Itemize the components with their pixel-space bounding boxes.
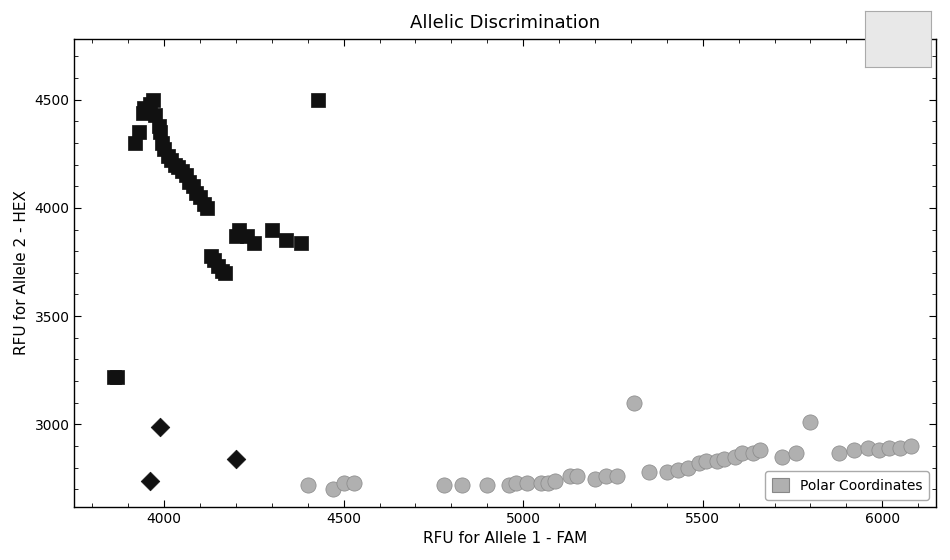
Point	[137, 104, 152, 113]
Point	[893, 444, 908, 452]
Point	[106, 372, 122, 381]
Point	[264, 225, 279, 234]
Point	[454, 480, 469, 489]
Point	[347, 478, 362, 487]
Point	[903, 442, 919, 451]
X-axis label: RFU for Allele 1 - FAM: RFU for Allele 1 - FAM	[423, 531, 587, 546]
Point	[336, 478, 351, 487]
Point	[882, 444, 897, 452]
Point	[153, 128, 168, 137]
Point	[145, 95, 161, 104]
Point	[300, 480, 315, 489]
Legend: Polar Coordinates: Polar Coordinates	[765, 471, 929, 500]
Point	[562, 472, 578, 481]
Point	[228, 455, 243, 464]
Point	[293, 238, 308, 247]
Point	[861, 444, 876, 452]
Point	[569, 472, 584, 481]
Title: Allelic Discrimination: Allelic Discrimination	[410, 14, 600, 32]
Point	[131, 128, 146, 137]
Point	[598, 472, 614, 481]
Point	[609, 472, 624, 481]
Point	[228, 231, 243, 240]
Point	[160, 151, 175, 160]
Point	[218, 268, 233, 277]
Point	[641, 468, 656, 477]
Point	[627, 398, 642, 407]
Point	[692, 459, 707, 468]
Point	[142, 476, 158, 485]
Point	[698, 457, 713, 466]
Point	[171, 162, 186, 171]
Point	[534, 478, 549, 487]
Point	[831, 448, 846, 457]
Point	[155, 138, 170, 147]
Point	[278, 236, 294, 245]
Point	[541, 478, 556, 487]
Point	[157, 145, 172, 154]
Point	[659, 468, 674, 477]
Point	[167, 160, 182, 169]
Point	[207, 255, 222, 264]
Point	[153, 422, 168, 431]
Point	[437, 480, 452, 489]
Point	[200, 203, 215, 212]
Point	[502, 480, 517, 489]
Point	[774, 452, 789, 461]
Point	[203, 251, 218, 260]
Point	[151, 121, 166, 130]
Point	[175, 167, 190, 176]
Point	[178, 171, 193, 180]
Point	[142, 100, 158, 109]
Point	[110, 372, 125, 381]
Point	[752, 446, 768, 455]
Point	[746, 448, 761, 457]
Point	[189, 188, 204, 197]
Point	[871, 446, 886, 455]
Point	[710, 457, 725, 466]
Point	[127, 138, 142, 147]
Point	[185, 182, 200, 191]
Point	[210, 262, 225, 271]
Point	[587, 474, 602, 483]
Point	[716, 455, 732, 464]
Point	[232, 225, 247, 234]
Point	[788, 448, 804, 457]
Point	[846, 446, 861, 455]
Point	[147, 110, 162, 119]
Point	[548, 476, 563, 485]
Point	[480, 480, 495, 489]
Point	[311, 95, 326, 104]
Point	[734, 448, 750, 457]
Point	[325, 485, 340, 494]
Y-axis label: RFU for Allele 2 - HEX: RFU for Allele 2 - HEX	[14, 190, 28, 356]
Point	[163, 156, 179, 165]
Point	[181, 178, 197, 186]
Point	[519, 478, 534, 487]
Point	[246, 238, 261, 247]
Point	[728, 452, 743, 461]
Point	[681, 463, 696, 472]
Point	[239, 231, 255, 240]
Point	[508, 478, 523, 487]
Point	[670, 465, 685, 474]
Point	[803, 418, 818, 427]
Point	[193, 193, 208, 202]
Point	[196, 199, 211, 208]
Point	[135, 108, 150, 117]
Point	[214, 266, 229, 275]
